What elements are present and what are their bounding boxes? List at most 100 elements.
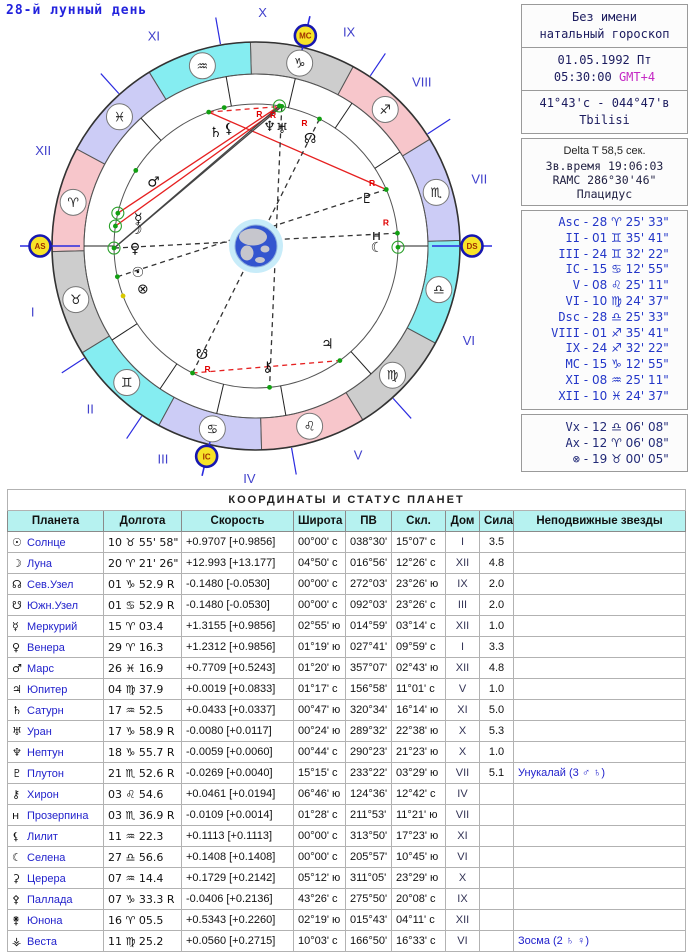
planet-power: [479, 804, 514, 826]
location-panel: 41°43'с - 044°47'в Tbilisi: [521, 90, 688, 134]
planet-ra: 233°22': [345, 762, 392, 784]
planet-name-link[interactable]: Солнце: [27, 536, 66, 549]
planet-row: ☾ Селена 27 ♎ 56.6 +0.1408 [+0.1408] 00°00' …: [7, 846, 687, 868]
planet-name-link[interactable]: Церера: [27, 872, 66, 885]
planet-power: 1.0: [479, 741, 514, 763]
city-name: Tbilisi: [579, 113, 630, 127]
house-number-label: IV: [243, 471, 256, 486]
planet-name-link[interactable]: Юнона: [27, 914, 63, 927]
planet-name-link[interactable]: Хирон: [27, 788, 59, 801]
planet-name-link[interactable]: Луна: [27, 557, 53, 570]
planet-name-link[interactable]: Марс: [27, 662, 55, 675]
column-header: ПВ: [345, 510, 392, 532]
lunar-day-title: 28-й лунный день: [6, 3, 148, 18]
planet-name-link[interactable]: Прозерпина: [27, 809, 89, 822]
planet-ra: 027°41': [345, 636, 392, 658]
fixed-star-link: [512, 615, 687, 637]
planet-position-dot: [395, 230, 400, 236]
planet-position-dot: [395, 244, 401, 250]
planet-latitude: 01°28' с: [293, 804, 346, 826]
planet-latitude: 00°00' с: [293, 594, 346, 616]
house-number-label: VII: [471, 172, 487, 187]
table-header-row: Планета Долгота Скорость Широта ПВ Скл. Дом Сил…: [7, 510, 687, 532]
house-cusp-row: Asc -28 ♈ 25' 33": [558, 215, 669, 229]
planet-latitude: 06°46' ю: [293, 783, 346, 805]
planet-house: X: [445, 741, 480, 763]
planet-row: ☊ Сев.Узел 01 ♑ 52.9 R -0.1480 [-0.0530] 00°…: [7, 573, 687, 595]
planet-glyph-icon: ♀: [130, 241, 140, 257]
svg-text:DS: DS: [466, 242, 478, 251]
house-number-label: VIII: [412, 74, 432, 89]
house-number-label: XI: [148, 29, 160, 44]
planet-power: 4.8: [479, 657, 514, 679]
planet-latitude: 04°50' с: [293, 552, 346, 574]
delta-t: Delta T 58,5 сек.: [563, 145, 646, 157]
planet-name-link[interactable]: Меркурий: [27, 620, 78, 633]
retrograde-flag: R: [270, 110, 276, 120]
zodiac-sign-icon: ♓: [114, 110, 126, 125]
planet-house: XII: [445, 615, 480, 637]
special-points-panel: Vx -12 ♎ 06' 08" Ax -12 ♈ 06' 08" ⊗ -19 ♉ 00'…: [521, 413, 688, 472]
planet-declination: 21°23' ю: [391, 741, 446, 763]
house-number-label: X: [258, 5, 267, 20]
planet-house: X: [445, 867, 480, 889]
planet-name-link[interactable]: Селена: [27, 851, 66, 864]
planet-glyph-icon: ♀: [12, 640, 21, 654]
planet-name-link[interactable]: Сев.Узел: [27, 578, 74, 591]
planet-house: XI: [445, 825, 480, 847]
planet-name-link[interactable]: Паллада: [27, 893, 73, 906]
planet-glyph-icon: ♆: [263, 119, 276, 135]
planet-latitude: 05°12' ю: [293, 867, 346, 889]
planet-house: VI: [445, 846, 480, 868]
planet-house: IX: [445, 888, 480, 910]
planet-name-link[interactable]: Южн.Узел: [27, 599, 79, 612]
planet-ra: 015°43': [345, 909, 392, 931]
aspect-line: [268, 106, 283, 388]
zodiac-sign-icon: ♉: [70, 293, 82, 308]
planet-name-link[interactable]: Плутон: [27, 767, 64, 780]
planet-row: ♃ Юпитер 04 ♍ 37.9 +0.0019 [+0.0833] 01°17' …: [7, 678, 687, 700]
zodiac-sign-icon: ♌: [304, 420, 316, 435]
planet-name-link[interactable]: Сатурн: [27, 704, 64, 717]
birth-time: 05:30:00: [553, 70, 612, 84]
planet-latitude: 01°20' ю: [293, 657, 346, 679]
planet-ra: 092°03': [345, 594, 392, 616]
planet-name-link[interactable]: Уран: [27, 725, 52, 738]
planet-glyph-icon: ♇: [12, 766, 22, 780]
planet-row: ♀ Венера 29 ♈ 16.3 +1.2312 [+0.9856] 01°19' …: [7, 636, 687, 658]
planet-glyph-icon: ⚴: [12, 892, 21, 906]
planet-row: ♅ Уран 17 ♑ 58.9 R -0.0080 [+0.0117] 00°24' …: [7, 720, 687, 742]
planet-glyph-icon: ⚷: [262, 359, 272, 375]
planet-glyph-icon: ☉: [12, 535, 22, 549]
column-header: Дом: [445, 510, 480, 532]
planet-house: I: [445, 636, 480, 658]
planet-latitude: 02°55' ю: [293, 615, 346, 637]
svg-text:IC: IC: [203, 452, 211, 461]
planet-name-link[interactable]: Венера: [27, 641, 65, 654]
planet-name-link[interactable]: Юпитер: [27, 683, 68, 696]
column-header: Долгота: [103, 510, 182, 532]
planet-name-link[interactable]: Нептун: [27, 746, 64, 759]
house-cusp-row: VIII -01 ♐ 35' 41": [551, 325, 669, 340]
planet-position-dot: [115, 210, 121, 216]
planet-position-dot: [113, 223, 118, 229]
fixed-star-link: [512, 846, 687, 868]
column-header: Планета: [7, 510, 104, 532]
fixed-star-link[interactable]: Унукалай (3 ♂ ♄): [512, 762, 687, 784]
retrograde-flag: R: [204, 364, 210, 374]
planet-name-link[interactable]: Веста: [27, 935, 57, 948]
planet-latitude: 15°15' с: [293, 762, 346, 784]
planet-table: КООРДИНАТЫ И СТАТУС ПЛАНЕТ Планета Долгот…: [6, 489, 687, 952]
planet-latitude: 01°19' ю: [293, 636, 346, 658]
planet-latitude: 43°26' с: [293, 888, 346, 910]
planet-speed: +1.2312 [+0.9856]: [181, 636, 294, 658]
planet-name-link[interactable]: Лилит: [27, 830, 58, 843]
planet-power: 2.0: [479, 594, 514, 616]
planet-row: ☉ Солнце 10 ♉ 55' 58" +0.9707 [+0.9856] 00°0…: [7, 531, 687, 553]
planet-power: 4.8: [479, 552, 514, 574]
aspect-line: [117, 105, 280, 214]
zodiac-sign-icon: ♍: [387, 369, 399, 384]
planet-position-dot: [111, 245, 117, 251]
